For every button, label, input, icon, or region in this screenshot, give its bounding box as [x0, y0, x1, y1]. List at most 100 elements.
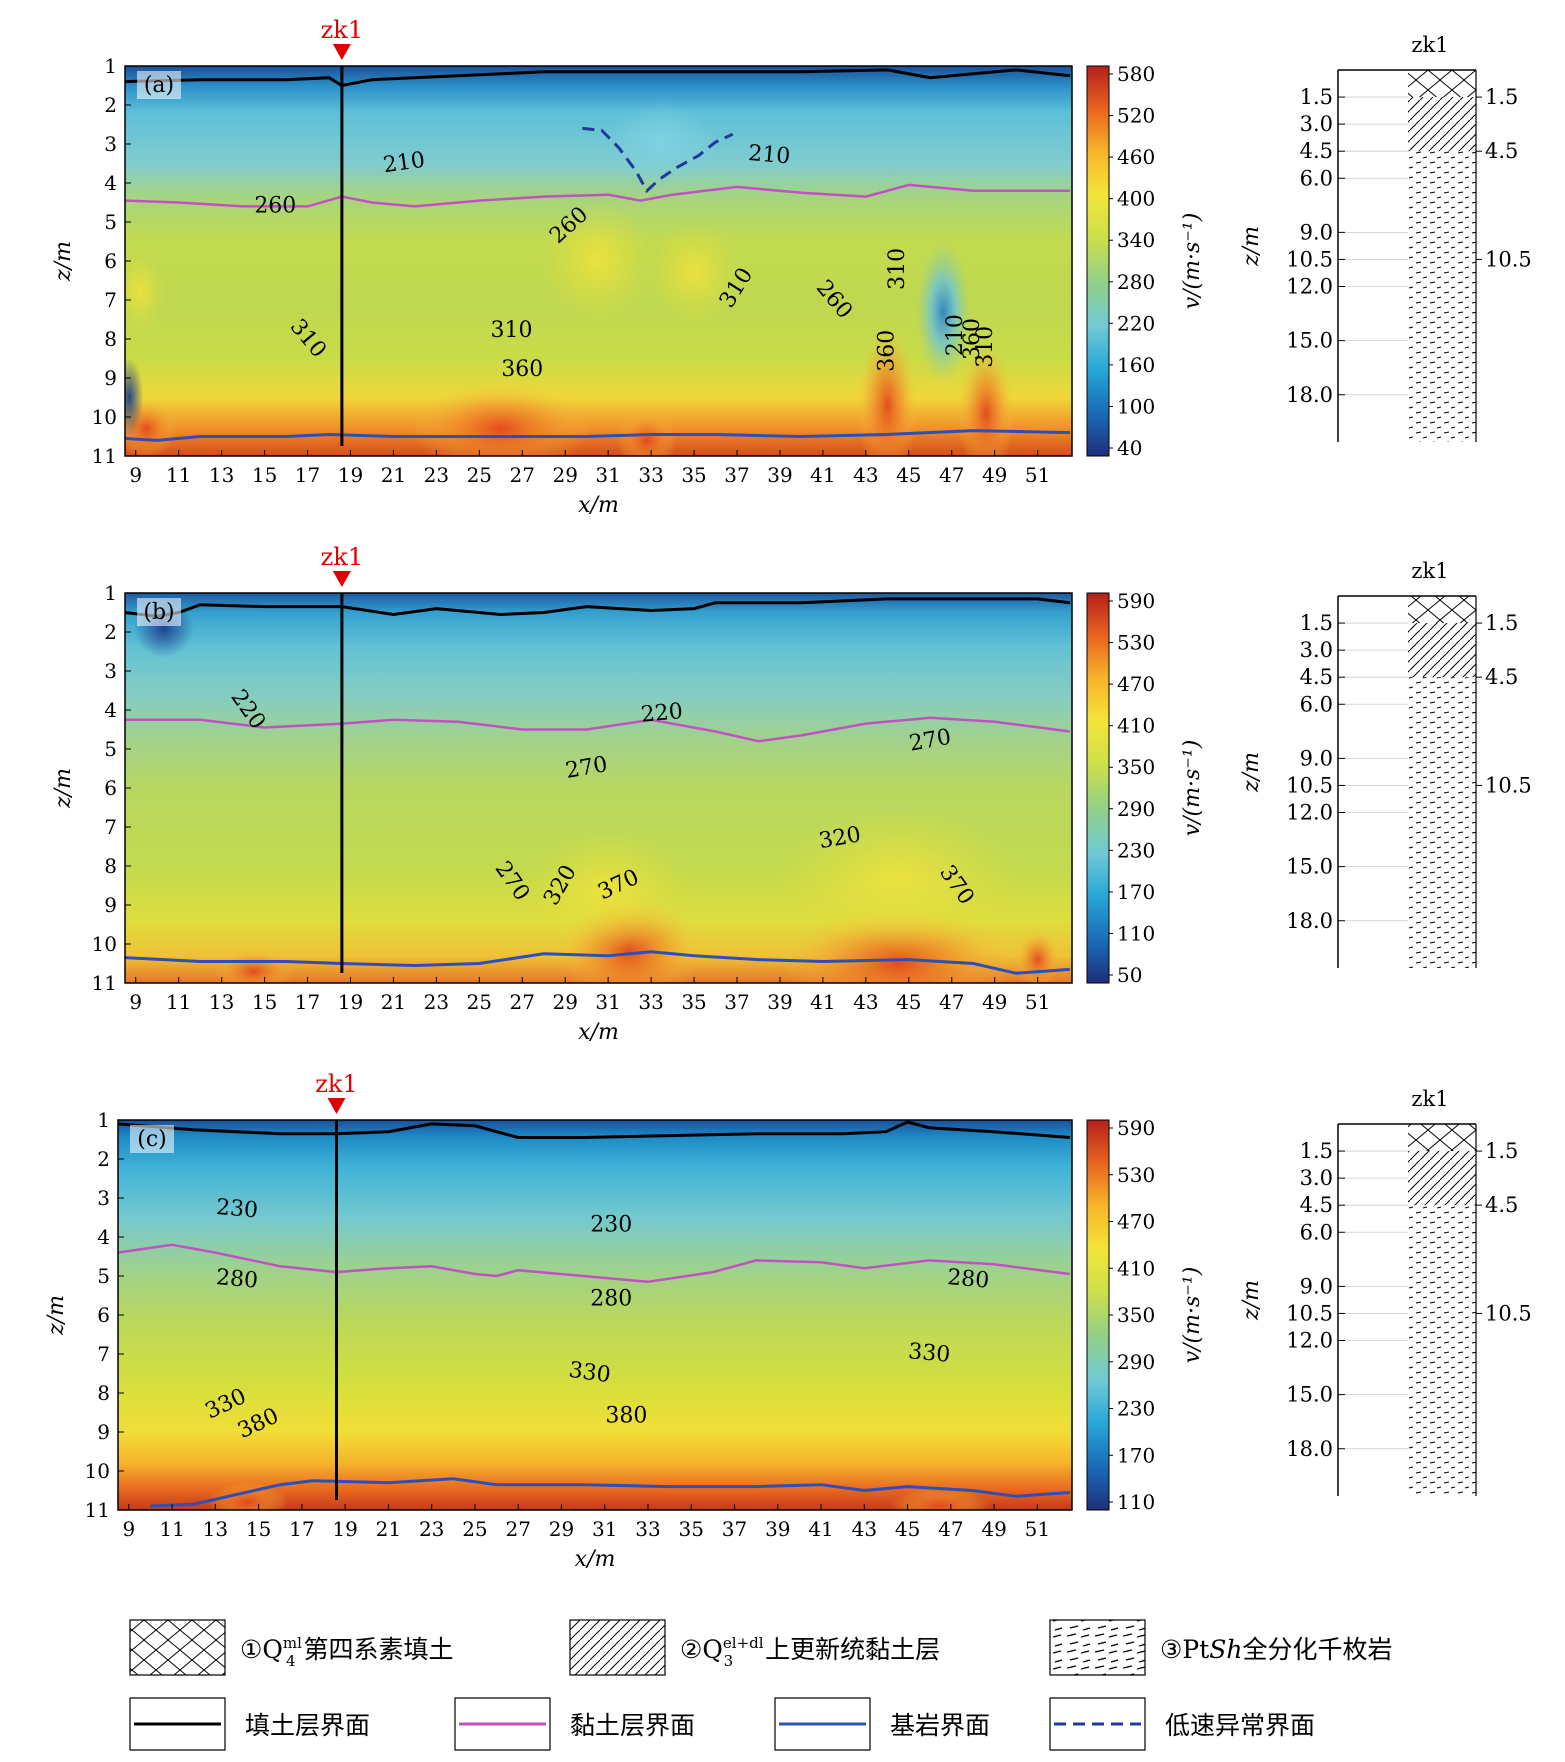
x-tick-label: 41: [810, 463, 835, 487]
contour-label: 210: [747, 141, 791, 170]
colorbar-tick-label: 290: [1117, 1350, 1155, 1374]
x-tick-label: 13: [203, 1517, 228, 1541]
x-tick-label: 37: [724, 990, 749, 1014]
panel-label-box: [130, 1125, 174, 1153]
panel-label: (b): [143, 600, 174, 625]
borehole-marker-icon: [332, 44, 351, 60]
velocity-zone: [778, 807, 1019, 948]
legend-text: 上更新统黏土层: [765, 1635, 940, 1664]
legend-superscript: el+dl: [723, 1634, 764, 1652]
colorbar-tick-label: 590: [1117, 589, 1155, 613]
colorbar: 110 170 230 290 350 410 470 530 590 v/(m·s⁻¹): [1086, 1116, 1205, 1514]
colorbar-tick-label: 410: [1117, 714, 1155, 738]
depth-label-left: 9.0: [1300, 220, 1333, 244]
x-tick-label: 17: [295, 990, 320, 1014]
colorbar-tick-label: 530: [1117, 631, 1155, 655]
z-tick-label: 4: [97, 1225, 110, 1249]
x-tick-label: 33: [635, 1517, 660, 1541]
x-tick-label: 45: [895, 1517, 920, 1541]
colorbar-tick-label: 410: [1117, 1256, 1155, 1280]
colorbar-tick-label: 220: [1117, 311, 1155, 335]
z-tick-label: 8: [97, 1381, 110, 1405]
z-tick-label: 3: [104, 132, 117, 156]
x-tick-label: 47: [938, 1517, 963, 1541]
fill-layer-pattern: [1408, 70, 1476, 98]
velocity-field: [125, 593, 1072, 983]
depth-label-left: 4.5: [1300, 665, 1333, 689]
x-tick-label: 13: [209, 463, 234, 487]
colorbar-tick-label: 350: [1117, 755, 1155, 779]
x-tick-label: 19: [338, 990, 363, 1014]
colorbar-tick-label: 590: [1117, 1116, 1155, 1140]
depth-label-left: 1.5: [1300, 85, 1333, 109]
contour-label: 260: [254, 193, 296, 218]
colorbar-gradient: [1086, 1119, 1110, 1511]
z-tick-label: 11: [92, 971, 117, 995]
depth-label-right: 10.5: [1485, 1301, 1532, 1325]
colorbar-tick-label: 520: [1117, 104, 1155, 128]
z-tick-label: 5: [104, 737, 117, 761]
legend-subscript: 4: [286, 1652, 296, 1670]
phyllite-layer-pattern: [1408, 1205, 1476, 1496]
panel-label-box: [137, 71, 181, 99]
colorbar-tick-label: 530: [1117, 1163, 1155, 1187]
high-velocity-zone: [213, 949, 294, 983]
depth-label-left: 10.5: [1286, 773, 1333, 797]
panel-c: zk1230230280280280330380330380330(c)1234…: [44, 1070, 1205, 1572]
colorbar-tick-label: 340: [1117, 228, 1155, 252]
phyllite-layer-pattern: [1408, 677, 1476, 968]
contour-label: 220: [640, 699, 684, 728]
depth-label-left: 1.5: [1300, 1139, 1333, 1163]
z-tick-label: 2: [104, 93, 117, 117]
x-tick-label: 43: [853, 990, 878, 1014]
z-tick-label: 4: [104, 171, 117, 195]
velocity-zone: [528, 829, 689, 950]
clay-layer-boundary: [118, 1243, 1070, 1284]
z-tick-label: 8: [104, 327, 117, 351]
panel-label: (c): [137, 1127, 167, 1152]
x-tick-label: 49: [982, 463, 1007, 487]
z-tick-label: 11: [92, 444, 117, 468]
velocity-field: [118, 1120, 1072, 1510]
x-tick-label: 33: [638, 990, 663, 1014]
z-tick-label: 10: [85, 1459, 110, 1483]
x-tick-label: 39: [767, 463, 792, 487]
x-tick-label: 31: [595, 463, 620, 487]
bedrock-boundary: [150, 1477, 1070, 1508]
z-axis-label: z/m: [44, 1295, 69, 1336]
z-tick-label: 7: [97, 1342, 110, 1366]
colorbar-tick-label: 40: [1117, 436, 1142, 460]
depth-label-left: 6.0: [1300, 166, 1333, 190]
borehole-column: zk1 1.5 3.0 4.5 6.0 9.0 10.5 12.0 15.0 18.0 1.5 4.5…: [1239, 1087, 1532, 1496]
x-tick-label: 29: [549, 1517, 574, 1541]
depth-label-right: 10.5: [1485, 247, 1532, 271]
depth-label-left: 18.0: [1286, 909, 1333, 933]
x-tick-label: 43: [853, 463, 878, 487]
z-tick-label: 3: [97, 1186, 110, 1210]
colorbar-tick-label: 230: [1117, 838, 1155, 862]
depth-label-left: 10.5: [1286, 1301, 1333, 1325]
contour-label: 360: [874, 330, 899, 372]
x-tick-label: 11: [166, 990, 191, 1014]
z-tick-label: 10: [92, 932, 117, 956]
x-tick-label: 51: [1025, 1517, 1050, 1541]
depth-label-left: 15.0: [1286, 1383, 1333, 1407]
legend-text: 全分化千枚岩: [1243, 1635, 1393, 1664]
legend-line-item: 基岩界面: [774, 1697, 990, 1751]
x-tick-label: 47: [939, 990, 964, 1014]
legend-item-diagonal: ②Qel+dl 3 上更新统黏土层: [569, 1619, 940, 1676]
contour-label: 280: [590, 1286, 632, 1311]
x-tick-label: 11: [159, 1517, 184, 1541]
depth-label-left: 15.0: [1286, 855, 1333, 879]
z-tick-label: 7: [104, 815, 117, 839]
panel-label-box: [137, 598, 181, 626]
x-tick-label: 35: [681, 990, 706, 1014]
contour-label: 310: [491, 318, 533, 343]
x-tick-label: 41: [810, 990, 835, 1014]
x-tick-label: 23: [424, 990, 449, 1014]
x-tick-label: 21: [376, 1517, 401, 1541]
depth-label-right: 4.5: [1485, 665, 1518, 689]
legend-superscript: ml: [283, 1634, 302, 1652]
bedrock-boundary: [125, 429, 1070, 442]
colorbar-tick-label: 170: [1117, 1443, 1155, 1467]
